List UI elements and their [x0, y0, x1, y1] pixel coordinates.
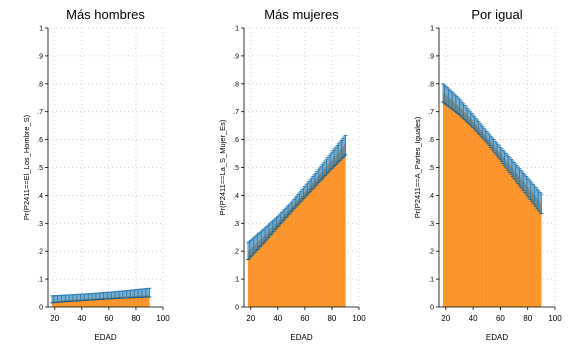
panel-1: 0 .1 .2 .3 .4 .5 .6 .7 .8 .9 1 20 40 60 80 100 EDAD Pr(P2…	[22, 7, 170, 342]
y-tick-label: 0	[235, 305, 239, 312]
y-tick-label: .6	[428, 137, 434, 144]
y-tick-label: .5	[233, 165, 239, 172]
x-tick-label: 80	[327, 314, 336, 323]
y-tick-label: .9	[37, 53, 43, 60]
y-tick-label: 1	[430, 26, 434, 33]
y-tick-label: .5	[37, 165, 43, 172]
y-tick-label: .8	[428, 81, 434, 88]
panel-2: 0 .1 .2 .3 .4 .5 .6 .7 .8 .9 1 20 40 60 80 100 EDAD Pr(P2…	[218, 7, 366, 342]
y-tick-label: .2	[233, 249, 239, 256]
y-tick-label: .4	[37, 193, 43, 200]
x-tick-label: 100	[352, 314, 366, 323]
y-tick-label: 1	[235, 26, 239, 33]
y-tick-label: .1	[428, 277, 434, 284]
x-tick-label: 40	[469, 314, 478, 323]
y-tick-label: .3	[37, 221, 43, 228]
x-tick-label: 60	[496, 314, 505, 323]
x-axis-label: EDAD	[486, 333, 508, 342]
y-tick-label: .6	[233, 137, 239, 144]
x-tick-label: 80	[523, 314, 532, 323]
x-tick-label: 20	[441, 314, 450, 323]
panel-3: 0 .1 .2 .3 .4 .5 .6 .7 .8 .9 1 20 40 60 80 100 EDAD Pr(P2…	[413, 7, 562, 342]
y-tick-label: .8	[37, 81, 43, 88]
y-tick-label: .2	[37, 249, 43, 256]
x-tick-label: 100	[548, 314, 562, 323]
y-axis-label: Pr(P2411==La_S_Mujer_Es)	[218, 119, 227, 215]
y-tick-label: .4	[428, 193, 434, 200]
y-tick-label: .8	[233, 81, 239, 88]
y-axis-label: Pr(P2411==A_Partes_Iguales)	[413, 116, 422, 218]
x-axis-label: EDAD	[94, 333, 116, 342]
panel-title: Más mujeres	[264, 7, 339, 22]
y-tick-label: 0	[430, 305, 434, 312]
y-tick-label: .7	[37, 109, 43, 116]
x-tick-label: 40	[77, 314, 86, 323]
x-tick-label: 60	[300, 314, 309, 323]
y-tick-label: .6	[37, 137, 43, 144]
y-tick-label: .1	[37, 277, 43, 284]
y-tick-label: .5	[428, 165, 434, 172]
x-tick-label: 80	[131, 314, 140, 323]
y-tick-label: .9	[428, 53, 434, 60]
x-axis-label: EDAD	[290, 333, 312, 342]
x-tick-label: 100	[156, 314, 170, 323]
panel-title: Más hombres	[66, 7, 145, 22]
y-axis-label: Pr(P2411==El_Los_Hombre_S)	[22, 114, 31, 220]
y-tick-label: .4	[233, 193, 239, 200]
x-tick-label: 60	[104, 314, 113, 323]
y-tick-label: .9	[233, 53, 239, 60]
y-tick-label: .2	[428, 249, 434, 256]
y-tick-label: 0	[39, 305, 43, 312]
panel-title: Por igual	[471, 7, 522, 22]
y-tick-label: .7	[428, 109, 434, 116]
y-tick-label: .7	[233, 109, 239, 116]
x-tick-label: 20	[50, 314, 59, 323]
y-tick-label: .3	[233, 221, 239, 228]
y-tick-label: 1	[39, 26, 43, 33]
y-tick-label: .1	[233, 277, 239, 284]
x-tick-label: 40	[273, 314, 282, 323]
x-tick-label: 20	[246, 314, 255, 323]
y-tick-label: .3	[428, 221, 434, 228]
